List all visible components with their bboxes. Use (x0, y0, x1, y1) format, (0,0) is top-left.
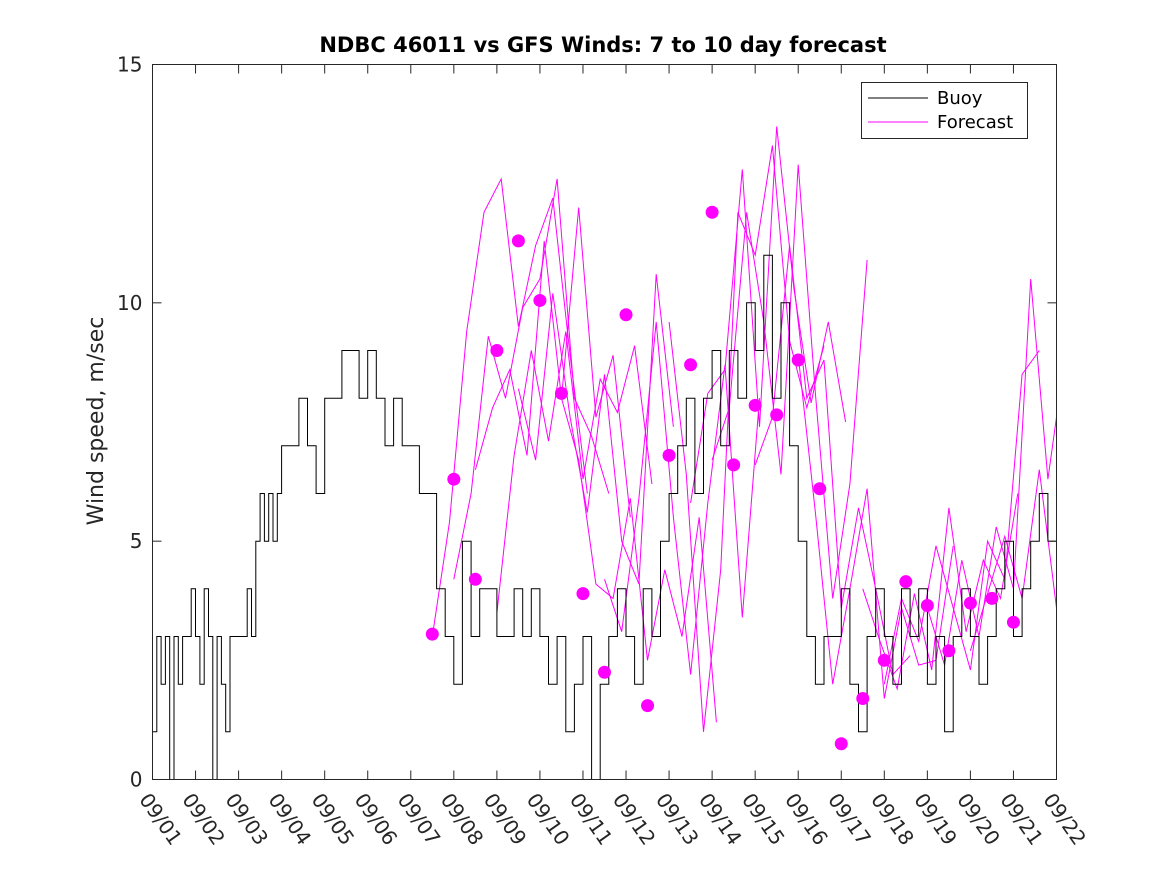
x-tick-label: 09/15 (737, 789, 790, 850)
forecast-marker (705, 205, 719, 219)
x-tick-label: 09/08 (436, 789, 489, 850)
x-tick-label: 09/02 (177, 789, 230, 850)
forecast-markers (425, 205, 1020, 751)
forecast-marker (533, 293, 547, 307)
forecast-marker (877, 653, 891, 667)
forecast-series-line (561, 398, 717, 723)
forecast-marker (576, 587, 590, 601)
forecast-marker (985, 591, 999, 605)
x-tick-label: 09/04 (264, 789, 317, 850)
forecast-marker (554, 386, 568, 400)
forecast-series-line (517, 274, 674, 585)
x-tick-label: 09/14 (694, 789, 747, 850)
forecast-marker (425, 627, 439, 641)
y-axis: 0 5 10 15 (117, 53, 1057, 792)
forecast-marker (511, 234, 525, 248)
x-tick-label: 09/18 (866, 789, 919, 850)
forecast-series-line (431, 177, 588, 637)
forecast-marker (1006, 615, 1020, 629)
forecast-series-line (926, 278, 1057, 666)
y-axis-label: Wind speed, m/sec (84, 317, 109, 526)
x-tick-label: 09/12 (608, 789, 661, 850)
forecast-series-line (453, 178, 610, 580)
forecast-marker (662, 448, 676, 462)
forecast-marker (619, 308, 633, 322)
chart-title: NDBC 46011 vs GFS Winds: 7 to 10 day for… (319, 33, 886, 57)
x-tick-label: 09/06 (350, 789, 403, 850)
forecast-marker (856, 691, 870, 705)
forecast-marker (490, 344, 504, 357)
x-tick-label: 09/01 (134, 789, 187, 850)
plot-area (152, 64, 1057, 780)
y-tick-label: 0 (130, 768, 143, 792)
buoy-series-line (152, 254, 1057, 780)
buoy-layer (152, 254, 1057, 780)
forecast-marker (770, 408, 784, 422)
forecast-marker (899, 575, 913, 589)
forecast-series-line (474, 207, 631, 518)
forecast-series-line (690, 126, 847, 504)
forecast-marker (684, 358, 698, 372)
y-tick-label: 10 (117, 291, 142, 315)
forecast-marker (727, 458, 741, 472)
x-tick-label: 09/09 (479, 789, 532, 850)
x-tick-label: 09/17 (823, 789, 876, 850)
legend: Buoy Forecast (861, 82, 1028, 139)
forecast-marker (813, 482, 827, 496)
x-tick-label: 09/03 (220, 789, 273, 850)
x-tick-label: 09/22 (1038, 789, 1091, 850)
forecast-marker (920, 599, 934, 613)
legend-buoy-label: Buoy (937, 88, 983, 109)
forecast-marker (942, 644, 956, 658)
forecast-marker (641, 699, 655, 713)
forecast-marker (598, 665, 611, 679)
forecast-series-line (604, 321, 760, 675)
x-tick-label: 09/05 (307, 789, 360, 850)
forecast-series-line (496, 331, 653, 613)
x-tick-label: 09/19 (909, 789, 962, 850)
legend-box (861, 82, 1028, 139)
forecast-marker (791, 353, 805, 367)
x-tick-label: 09/21 (995, 789, 1048, 850)
forecast-marker (963, 596, 977, 610)
legend-forecast-label: Forecast (937, 112, 1013, 133)
x-tick-label: 09/13 (651, 789, 704, 850)
forecast-marker (447, 472, 461, 486)
x-tick-label: 09/16 (780, 789, 833, 850)
x-tick-label: 09/10 (522, 789, 575, 850)
forecast-marker (748, 398, 762, 412)
y-tick-label: 15 (117, 53, 142, 77)
x-tick-label: 09/11 (565, 789, 618, 850)
forecast-marker (834, 737, 848, 751)
axes-frame (152, 64, 1057, 780)
y-tick-label: 5 (130, 529, 143, 553)
x-tick-label: 09/07 (393, 789, 446, 850)
x-tick-label: 09/20 (952, 789, 1005, 850)
forecast-marker (468, 572, 482, 586)
